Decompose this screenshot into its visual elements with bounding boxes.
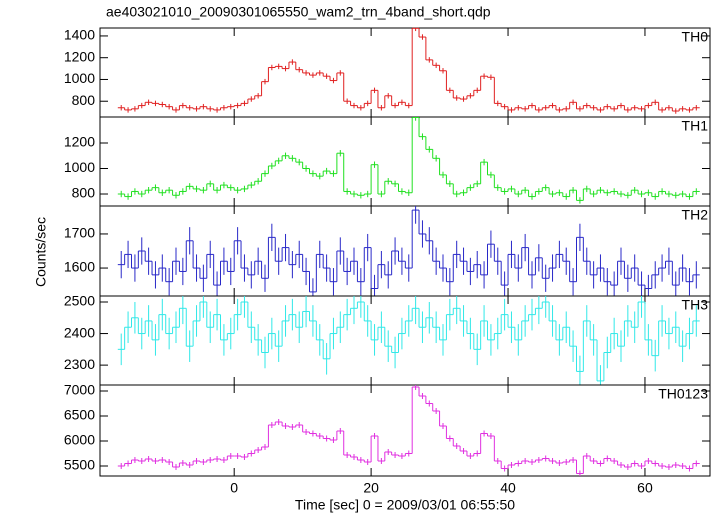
panel-label: TH0 — [682, 29, 709, 45]
y-tick-label: 1000 — [64, 70, 95, 86]
y-tick-label: 2500 — [64, 293, 95, 309]
panel-frame — [99, 384, 711, 477]
y-tick-label: 800 — [72, 92, 96, 108]
x-tick-label: 40 — [500, 480, 516, 496]
y-tick-label: 2400 — [64, 324, 95, 340]
panel-frame — [99, 205, 711, 297]
x-axis-label: Time [sec] 0 = 2009/03/01 06:55:50 — [295, 497, 515, 513]
y-tick-label: 6000 — [64, 432, 95, 448]
y-tick-label: 1200 — [64, 48, 95, 64]
y-tick-label: 1400 — [64, 27, 95, 43]
y-tick-label: 7000 — [64, 382, 95, 398]
y-tick-label: 800 — [72, 185, 96, 201]
y-tick-label: 1200 — [64, 134, 95, 150]
panel-label: TH3 — [682, 297, 709, 313]
y-tick-label: 1000 — [64, 159, 95, 175]
panel-label: TH2 — [682, 207, 709, 223]
y-tick-label: 1600 — [64, 259, 95, 275]
y-tick-label: 5500 — [64, 457, 95, 473]
y-tick-label: 2300 — [64, 356, 95, 372]
y-axis-label: Counts/sec — [33, 217, 49, 287]
x-tick-label: 0 — [230, 480, 238, 496]
x-tick-label: 20 — [363, 480, 379, 496]
chart-title: ae403021010_20090301065550_wam2_trn_4ban… — [106, 4, 491, 20]
panel-label: TH0123 — [658, 386, 708, 402]
x-tick-label: 60 — [637, 480, 653, 496]
y-tick-label: 6500 — [64, 407, 95, 423]
panel-label: TH1 — [682, 118, 709, 134]
panel-frame — [99, 295, 711, 386]
y-tick-label: 1700 — [64, 225, 95, 241]
